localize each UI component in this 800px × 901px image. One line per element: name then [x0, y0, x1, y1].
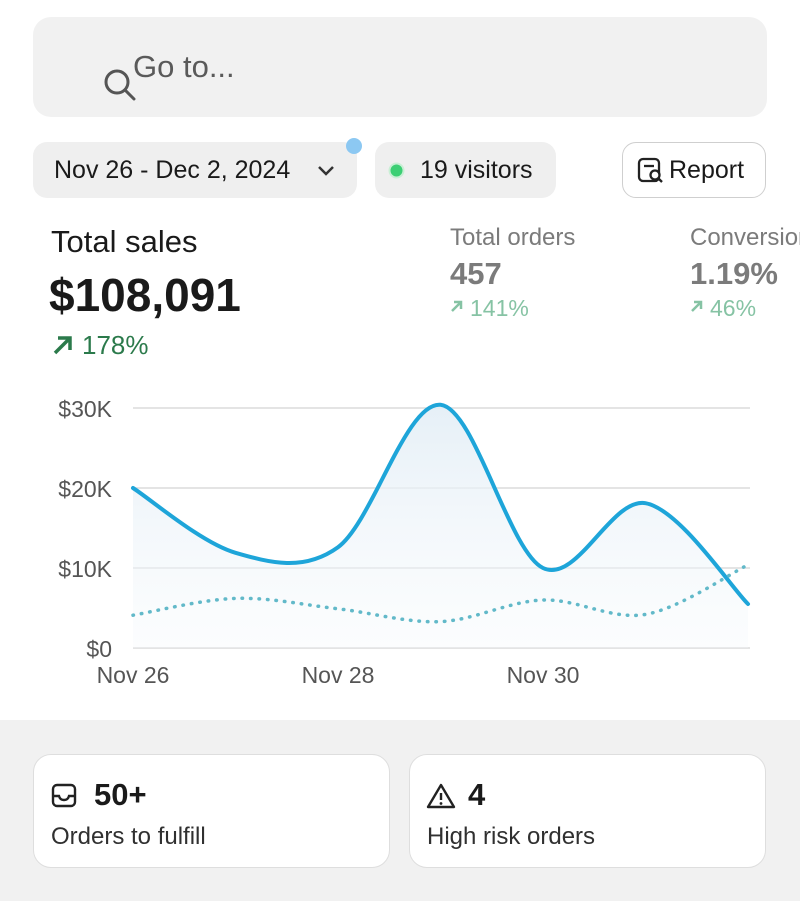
notification-dot	[346, 138, 362, 154]
risk-card[interactable]: 4 High risk orders	[409, 754, 766, 868]
x-tick-label: Nov 28	[302, 662, 375, 688]
metric-value: 457	[450, 256, 502, 291]
metric-label: Total orders	[450, 224, 576, 251]
warning-icon	[426, 783, 456, 809]
report-icon	[637, 157, 663, 183]
live-dot	[388, 162, 405, 179]
visitors-pill[interactable]: 19 visitors	[375, 142, 556, 198]
up-arrow-icon	[691, 300, 703, 312]
y-tick-label: $0	[86, 636, 112, 662]
card-value: 50+	[94, 777, 147, 812]
metric-change: 178%	[82, 330, 149, 360]
metric-label: Total sales	[51, 224, 198, 259]
area	[133, 404, 748, 648]
chevron-icon	[318, 166, 334, 176]
x-tick-label: Nov 26	[97, 662, 170, 688]
metric-value: $108,091	[49, 269, 241, 321]
card-label: High risk orders	[427, 823, 596, 850]
search-icon	[104, 69, 136, 101]
metric-change: 46%	[710, 295, 757, 321]
report-button[interactable]: Report	[622, 142, 766, 198]
inbox-icon	[51, 783, 77, 808]
y-tick-label: $30K	[58, 396, 112, 422]
date-range: Nov 26 - Dec 2, 2024	[54, 156, 291, 184]
orders-card[interactable]: 50+ Orders to fulfill	[33, 754, 390, 868]
card-value: 4	[468, 777, 486, 812]
search-placeholder: Go to...	[133, 49, 235, 84]
y-tick-label: $10K	[58, 556, 112, 582]
visitors: 19 visitors	[420, 156, 533, 184]
metric-label: Conversion	[690, 224, 800, 251]
x-tick-label: Nov 30	[507, 662, 580, 688]
y-tick-label: $20K	[58, 476, 112, 502]
date-range-picker[interactable]: Nov 26 - Dec 2, 2024	[33, 142, 357, 198]
line	[131, 402, 750, 606]
metric-value: 1.19%	[690, 256, 778, 291]
metric-change: 141%	[470, 295, 529, 321]
line	[131, 563, 750, 624]
up-arrow-icon	[451, 300, 463, 312]
sales-chart: $0 $10K $20K $30K Nov 26 Nov 28 Nov 30	[58, 396, 750, 688]
up-arrow-icon	[53, 336, 72, 355]
report-label: Report	[669, 156, 745, 184]
search-bar[interactable]: Go to...	[33, 17, 767, 117]
card-label: Orders to fulfill	[51, 823, 206, 850]
